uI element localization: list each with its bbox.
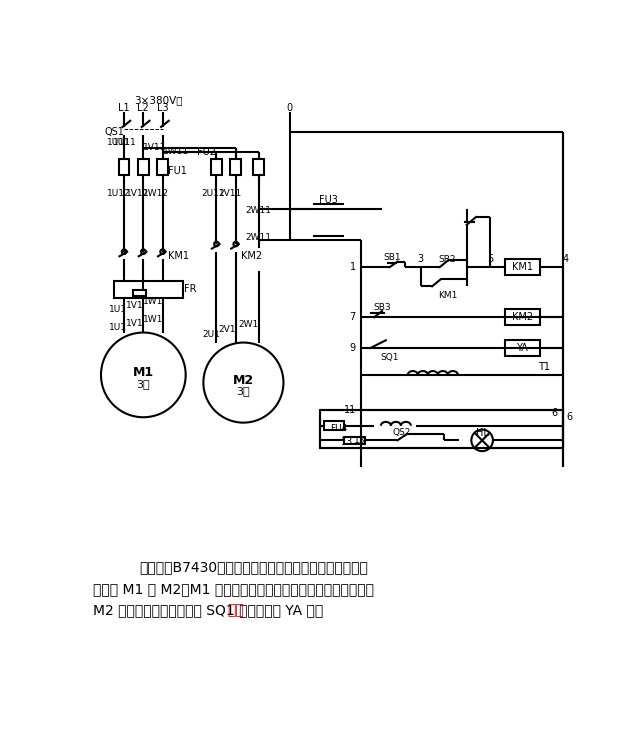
- Circle shape: [214, 242, 219, 246]
- Text: 1W1: 1W1: [144, 315, 163, 324]
- Text: 11: 11: [344, 404, 356, 415]
- Text: KM2: KM2: [512, 312, 533, 322]
- Text: M1: M1: [133, 366, 154, 379]
- Text: 1V12: 1V12: [126, 190, 149, 199]
- Text: 2U11: 2U11: [201, 190, 225, 199]
- Text: 1U11: 1U11: [113, 138, 137, 147]
- Bar: [230, 159, 241, 175]
- Circle shape: [471, 430, 493, 451]
- Text: 中所示为B7430（原苏联）型插床的电路。该机床有两台: 中所示为B7430（原苏联）型插床的电路。该机床有两台: [140, 560, 369, 574]
- Bar: [324, 421, 344, 430]
- Bar: [133, 290, 146, 296]
- Text: 5: 5: [487, 254, 493, 265]
- Text: M2: M2: [233, 374, 254, 387]
- Text: FU1: FU1: [168, 166, 187, 176]
- Text: 13: 13: [341, 437, 353, 447]
- Text: HL: HL: [476, 427, 488, 438]
- Bar: [119, 159, 129, 175]
- Text: SB2: SB2: [438, 255, 456, 264]
- Circle shape: [141, 250, 146, 254]
- Text: T1: T1: [538, 362, 550, 372]
- Text: YA: YA: [516, 343, 528, 353]
- Bar: [320, 410, 563, 448]
- Circle shape: [101, 332, 186, 417]
- Text: 电动机 M1 和 M2，M1 为单向连续控制，并具有短路和过载保护；: 电动机 M1 和 M2，M1 为单向连续控制，并具有短路和过载保护；: [94, 582, 374, 596]
- Text: 13: 13: [354, 436, 366, 445]
- Bar: [253, 159, 264, 175]
- Text: 1V11: 1V11: [144, 143, 167, 152]
- Circle shape: [122, 250, 126, 254]
- Text: 1W12: 1W12: [144, 190, 169, 199]
- Text: FU4: FU4: [331, 424, 347, 433]
- Text: 7: 7: [349, 312, 356, 322]
- Text: 2W1: 2W1: [238, 320, 258, 329]
- Text: 3～: 3～: [137, 380, 150, 389]
- Text: SB3: SB3: [373, 303, 391, 312]
- Text: 4: 4: [563, 254, 569, 265]
- Text: 2U1: 2U1: [203, 330, 221, 339]
- Text: 2W11: 2W11: [245, 233, 271, 242]
- Circle shape: [233, 242, 238, 246]
- Text: FR: FR: [184, 284, 197, 295]
- Text: KM1: KM1: [168, 251, 189, 260]
- Text: 1U1: 1U1: [109, 322, 127, 332]
- Text: FU3: FU3: [319, 195, 338, 205]
- Circle shape: [203, 343, 283, 423]
- Text: KM1: KM1: [438, 291, 457, 300]
- Text: FU2: FU2: [197, 146, 217, 157]
- Text: 0: 0: [287, 104, 293, 113]
- Text: 1V1: 1V1: [126, 319, 143, 328]
- Text: 6: 6: [551, 409, 558, 419]
- Bar: [157, 159, 168, 175]
- Circle shape: [160, 250, 165, 254]
- Text: 1: 1: [350, 262, 356, 272]
- Bar: [114, 281, 183, 298]
- Text: 1U1: 1U1: [109, 305, 127, 314]
- Text: QS2: QS2: [392, 428, 410, 437]
- Bar: [211, 159, 222, 175]
- Text: L2: L2: [137, 104, 149, 113]
- Text: 1U11: 1U11: [107, 138, 131, 147]
- Text: KM1: KM1: [512, 262, 533, 272]
- Bar: [344, 436, 365, 444]
- Text: KM2: KM2: [241, 251, 262, 260]
- Text: 6: 6: [566, 413, 572, 422]
- Bar: [505, 260, 540, 274]
- Text: 9: 9: [350, 343, 356, 353]
- Text: 1W1: 1W1: [144, 297, 163, 306]
- Text: 1V1: 1V1: [126, 301, 143, 310]
- Text: 3×380V～: 3×380V～: [135, 95, 183, 105]
- Bar: [505, 340, 540, 356]
- Text: 3: 3: [417, 254, 424, 265]
- Bar: [138, 159, 149, 175]
- Text: 作。: 作。: [228, 603, 244, 616]
- Bar: [505, 310, 540, 325]
- Text: M2 为点动控制，限位开关 SQ1 控制电磁铁 YA 的动: M2 为点动控制，限位开关 SQ1 控制电磁铁 YA 的动: [94, 603, 324, 616]
- Text: SB1: SB1: [383, 254, 401, 262]
- Text: 1W11: 1W11: [163, 147, 188, 156]
- Text: 2V11: 2V11: [219, 190, 242, 199]
- Text: L3: L3: [157, 104, 169, 113]
- Text: 2W11: 2W11: [245, 206, 271, 215]
- Text: 1U12: 1U12: [107, 190, 131, 199]
- Text: 3～: 3～: [237, 386, 250, 396]
- Text: 2V1: 2V1: [219, 325, 237, 334]
- Text: L1: L1: [119, 104, 130, 113]
- Text: QS1: QS1: [105, 128, 125, 137]
- Text: SQ1: SQ1: [381, 353, 399, 362]
